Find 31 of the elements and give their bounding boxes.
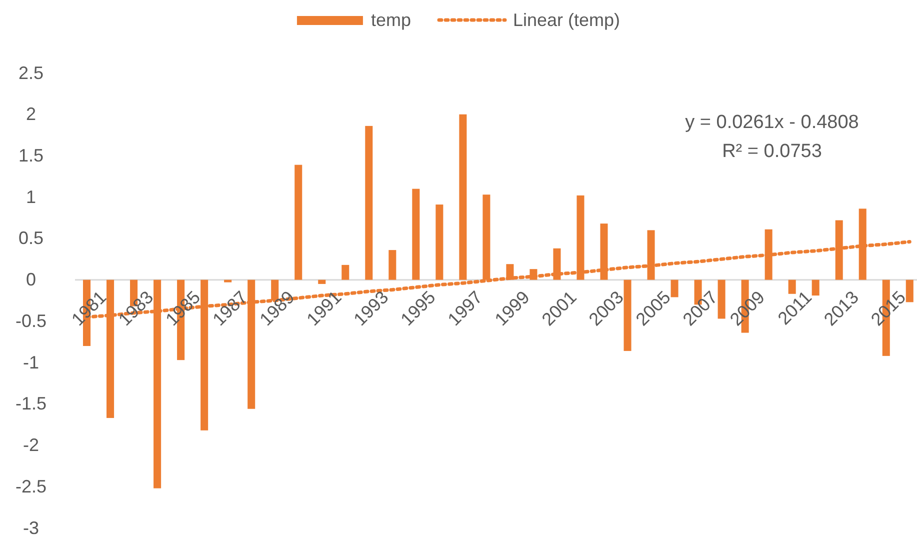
bar <box>718 280 726 319</box>
annotation: y = 0.0261x - 0.4808 <box>685 112 859 133</box>
y-tick-label: 0.5 <box>18 228 44 248</box>
legend-label: Linear (temp) <box>512 10 620 30</box>
y-tick-label: -3 <box>22 518 40 538</box>
y-tick-label: 1 <box>26 186 36 207</box>
bar <box>365 126 373 280</box>
bar <box>342 264 350 280</box>
y-tick-label: -1 <box>22 352 40 372</box>
bar <box>412 188 420 280</box>
y-tick-label: 1.5 <box>18 145 44 166</box>
bar <box>224 280 232 282</box>
bar <box>388 250 396 280</box>
y-tick-label: -0.5 <box>15 310 47 331</box>
bar <box>906 280 914 302</box>
y-tick-label: 2.5 <box>18 62 44 83</box>
bar <box>294 164 302 280</box>
y-tick-label: 2 <box>26 104 36 124</box>
bar <box>553 248 561 280</box>
bar <box>788 280 796 294</box>
y-tick-label: 0 <box>26 270 36 290</box>
annotation: R² = 0.0753 <box>722 141 822 162</box>
bar <box>812 280 820 296</box>
bar <box>670 280 678 298</box>
bar <box>318 280 326 284</box>
bar <box>624 280 632 351</box>
y-tick-label: -1.5 <box>15 394 47 414</box>
y-tick-label: -2.5 <box>15 476 47 496</box>
bar <box>436 204 444 280</box>
legend-label: temp <box>370 10 411 30</box>
y-tick-label: -2 <box>22 435 40 456</box>
